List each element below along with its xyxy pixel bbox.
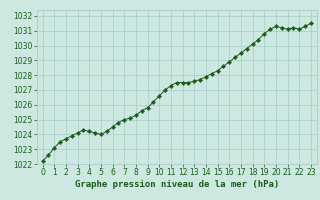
X-axis label: Graphe pression niveau de la mer (hPa): Graphe pression niveau de la mer (hPa) xyxy=(75,180,279,189)
